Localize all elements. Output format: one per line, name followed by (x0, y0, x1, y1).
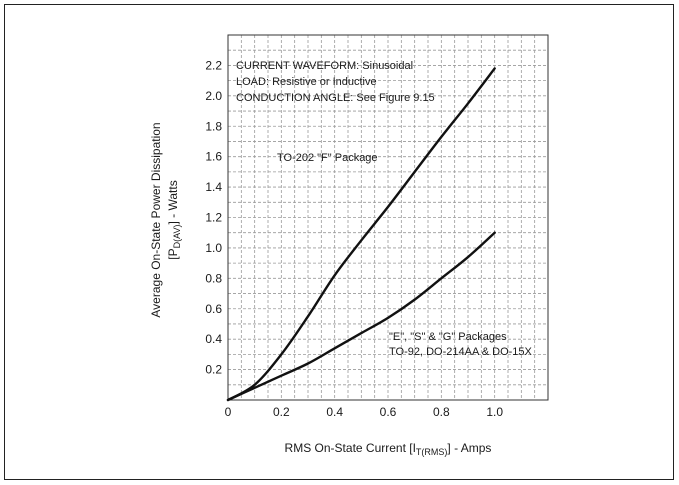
tick-labels: 0 0.2 0.4 0.6 0.8 1.0 0.2 0.4 0.6 0.8 1.0 1.2 1.4 1.6… (205, 58, 503, 419)
y-axis-title-tail: ] - Watts (166, 180, 180, 224)
x-tick-label: 0.2 (273, 405, 290, 419)
y-tick-label: 1.6 (205, 150, 222, 164)
y-axis-title-main: [P (166, 248, 180, 259)
x-axis-title-tail: ] - Amps (447, 441, 491, 455)
y-tick-label: 1.8 (205, 119, 222, 133)
annotation-load: LOAD: Resistive or Inductive (236, 76, 377, 88)
grid (228, 35, 548, 400)
curves (226, 67, 496, 402)
y-tick-label: 1.2 (205, 211, 222, 225)
series-line-esg (226, 231, 496, 402)
y-tick-label: 1.4 (205, 180, 222, 194)
y-tick-label: 0.2 (205, 363, 222, 377)
series-label-esg-line2: TO-92, DO-214AA & DO-15X (389, 346, 533, 358)
y-tick-label: 2.0 (205, 89, 222, 103)
x-tick-label: 0 (225, 405, 232, 419)
annotation-current-waveform: CURRENT WAVEFORM: Sinusoidal (236, 60, 413, 72)
y-tick-label: 2.2 (205, 58, 222, 72)
x-tick-label: 0.4 (326, 405, 343, 419)
y-tick-label: 1.0 (205, 241, 222, 255)
plot-area-border (227, 34, 549, 401)
x-tick-label: 0.8 (433, 405, 450, 419)
y-tick-label: 0.4 (205, 332, 222, 346)
x-tick-label: 1.0 (486, 405, 503, 419)
x-axis-title-main: RMS On-State Current [I (285, 441, 416, 455)
annotation-conduction-angle: CONDUCTION ANGLE: See Figure 9.15 (236, 92, 435, 104)
series-label-to202: TO-202 "F" Package (277, 152, 378, 164)
y-axis-title: Average On-State Power Dissipation [PD(A… (149, 122, 182, 317)
y-tick-label: 0.6 (205, 302, 222, 316)
x-tick-label: 0.6 (380, 405, 397, 419)
figure-frame (4, 4, 674, 480)
y-axis-title-line2: [PD(AV)] - Watts (166, 180, 182, 259)
y-axis-title-sub: D(AV) (172, 225, 182, 249)
series-line-to202 (226, 67, 496, 402)
x-axis-title: RMS On-State Current [IT(RMS)] - Amps (285, 441, 492, 457)
x-axis-title-sub: T(RMS) (416, 447, 448, 457)
y-axis-title-line1: Average On-State Power Dissipation (149, 122, 163, 317)
y-tick-label: 0.8 (205, 271, 222, 285)
series-label-esg-line1: "E", "S" & "G" Packages (389, 331, 507, 343)
